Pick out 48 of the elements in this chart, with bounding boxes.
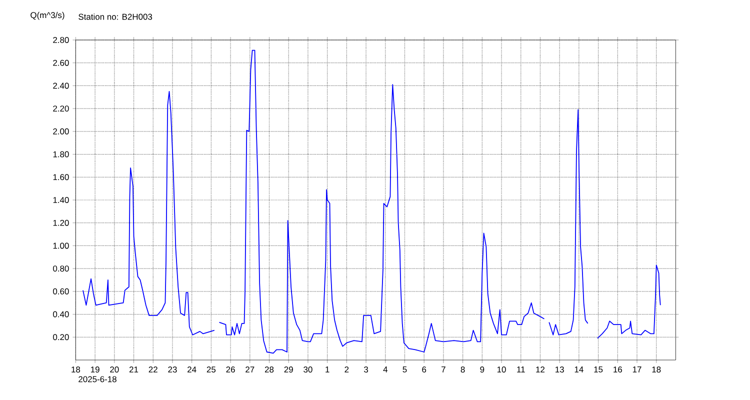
x-tick-label: 22 — [148, 366, 158, 372]
x-tick-label: 12 — [536, 366, 545, 372]
x-tick-label: 17 — [632, 366, 642, 372]
x-tick-label: 5 — [402, 366, 407, 372]
x-tick-label: 20 — [110, 366, 119, 372]
x-tick-label: 10 — [497, 366, 506, 372]
x-tick-label: 23 — [168, 366, 177, 372]
y-tick-label: 0.20 — [53, 334, 69, 340]
x-tick-label: 27 — [246, 366, 254, 372]
x-tick-label: 1 — [326, 366, 330, 372]
y-tick-label: 0.60 — [53, 288, 69, 294]
y-tick-label: 2.80 — [53, 37, 69, 43]
y-tick-label: 2.40 — [53, 82, 69, 89]
y-axis-title: Q(m^3/s) — [30, 12, 64, 20]
x-tick-label: 21 — [129, 366, 138, 372]
x-tick-label: 30 — [304, 366, 312, 372]
y-tick-label: 1.00 — [53, 242, 69, 249]
x-tick-label: 16 — [614, 366, 622, 372]
x-tick-label: 2 — [344, 366, 349, 372]
x-tick-label: 8 — [460, 366, 465, 372]
x-tick-label: 26 — [226, 366, 235, 372]
y-tick-label: 2.20 — [53, 106, 69, 112]
y-tick-label: 2.60 — [53, 60, 69, 66]
y-tick-label: 0.40 — [53, 311, 69, 318]
x-tick-label: 3 — [364, 366, 368, 372]
chart-title: Station no: B2H003 — [78, 14, 152, 20]
y-tick-label: 1.80 — [53, 151, 69, 158]
x-tick-label: 15 — [594, 366, 603, 372]
x-tick-label: 29 — [284, 366, 293, 372]
y-tick-label: 1.40 — [53, 197, 69, 203]
x-tick-label: 18 — [652, 366, 661, 372]
x-tick-label: 7 — [442, 366, 446, 372]
y-tick-label: 2.00 — [53, 128, 69, 134]
x-tick-label: 24 — [188, 366, 196, 372]
x-tick-label: 13 — [556, 366, 564, 372]
x-tick-label: 9 — [480, 366, 484, 372]
x-tick-label: 18 — [72, 366, 80, 372]
x-tick-label: 19 — [90, 366, 100, 372]
x-tick-label: 4 — [383, 366, 388, 372]
x-tick-label: 25 — [206, 366, 216, 372]
x-tick-label: 6 — [422, 366, 426, 372]
y-tick-label: 1.60 — [53, 174, 69, 180]
x-tick-label: 11 — [517, 366, 525, 372]
y-tick-label: 0.80 — [53, 266, 69, 272]
text: 2025-6-18 — [78, 376, 116, 382]
x-tick-label: 14 — [574, 366, 584, 372]
x-tick-label: 28 — [264, 366, 274, 372]
y-tick-label: 1.20 — [53, 220, 69, 226]
